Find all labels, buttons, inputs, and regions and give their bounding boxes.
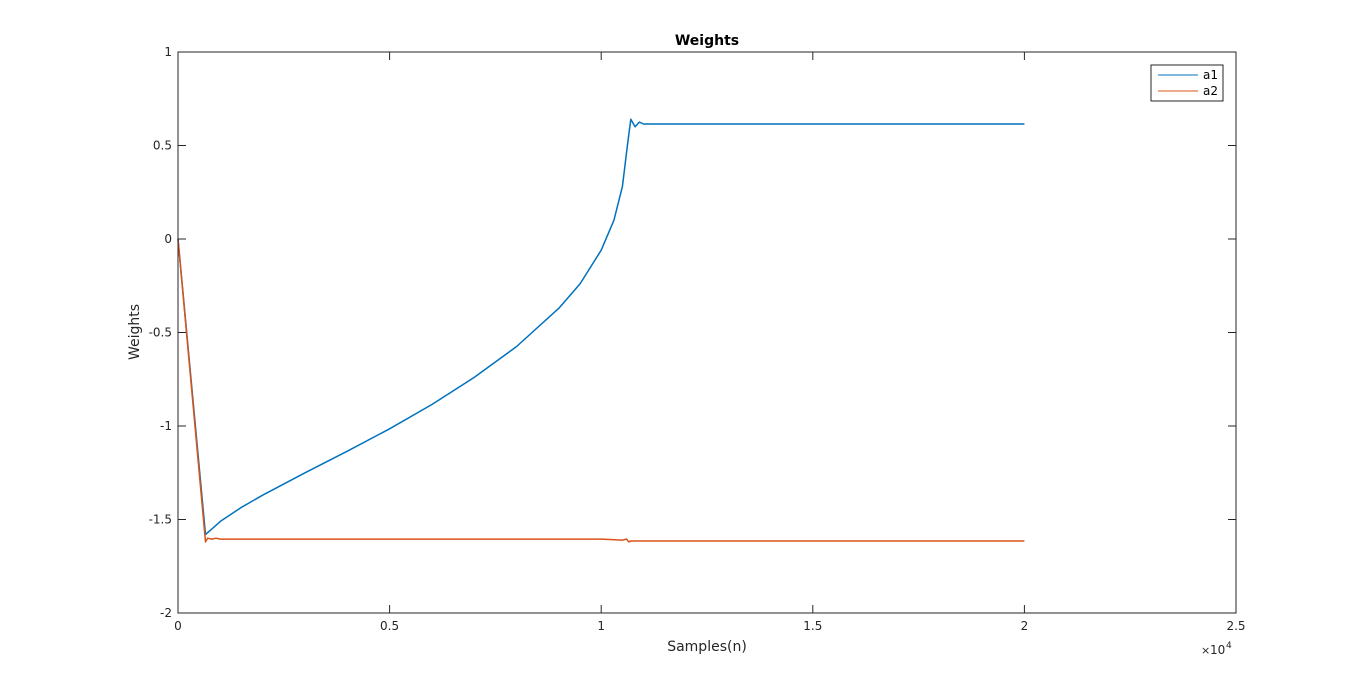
x-axis-exponent: × 10 4 (1201, 641, 1232, 657)
y-tick-label: 0.5 (153, 139, 172, 153)
legend: a1 a2 (1150, 64, 1224, 102)
plot-area (178, 52, 1236, 613)
x-tick-label: 1.5 (803, 619, 822, 633)
y-tick-label: -0.5 (149, 326, 172, 340)
y-tick-label: -1.5 (149, 513, 172, 527)
x-tick-label: 2 (1021, 619, 1029, 633)
series-layer (177, 118, 1025, 543)
y-axis: -2 -1.5 -1 -0.5 0 0.5 1 (149, 45, 1236, 620)
y-tick-label: 0 (164, 232, 172, 246)
y-axis-label: Weights (127, 304, 143, 360)
series-line-a2 (177, 238, 1025, 543)
y-tick-label: 1 (164, 45, 172, 59)
x-tick-label: 1 (597, 619, 605, 633)
y-tick-label: -2 (160, 606, 172, 620)
series-line-a1 (177, 118, 1025, 536)
x-axis-label: Samples(n) (667, 639, 747, 655)
legend-label-a2: a2 (1203, 84, 1218, 98)
x-tick-label: 0 (174, 619, 182, 633)
y-tick-label: -1 (160, 419, 172, 433)
x-tick-label: 2.5 (1226, 619, 1245, 633)
x-exponent-power: 4 (1226, 641, 1232, 651)
legend-box (1150, 64, 1224, 102)
x-exponent-base: 10 (1210, 643, 1225, 657)
chart-title: Weights (675, 33, 739, 49)
x-axis: 0 0.5 1 1.5 2 2.5 (174, 52, 1246, 633)
x-exponent-multiplier: × (1201, 644, 1210, 657)
x-tick-label: 0.5 (380, 619, 399, 633)
legend-label-a1: a1 (1203, 68, 1218, 82)
